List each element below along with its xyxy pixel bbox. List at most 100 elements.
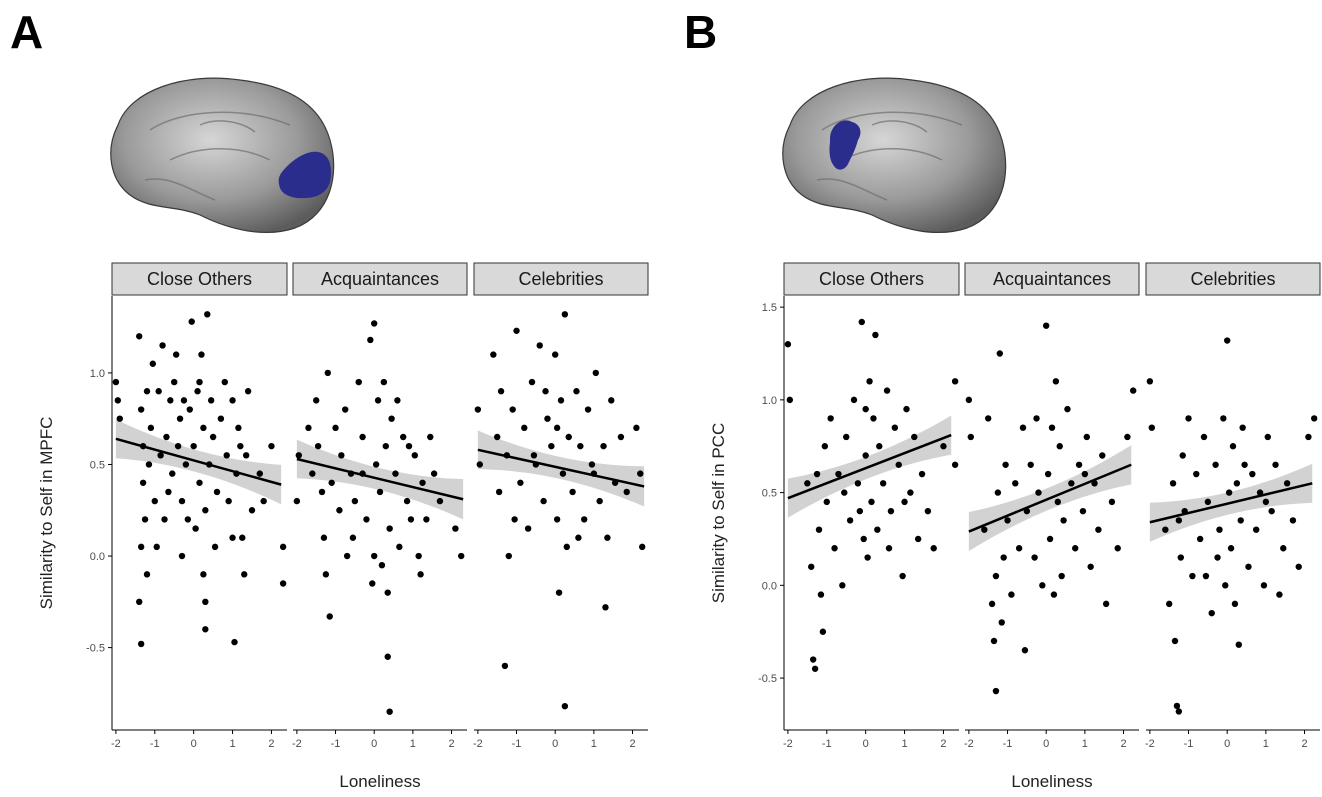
data-point	[874, 526, 881, 533]
pcc-region	[829, 120, 861, 170]
data-point	[868, 498, 875, 506]
data-point	[994, 489, 1002, 496]
data-point	[1054, 498, 1062, 506]
data-point	[940, 443, 947, 450]
data-point	[988, 600, 996, 608]
x-tick-label: 1	[591, 738, 597, 750]
data-point	[1175, 708, 1183, 715]
data-point	[178, 497, 186, 505]
data-point	[295, 452, 302, 459]
data-point	[786, 396, 794, 404]
data-point	[324, 369, 331, 377]
data-point	[1239, 424, 1246, 431]
data-point	[930, 545, 937, 552]
data-point	[1216, 526, 1223, 533]
data-point	[1231, 600, 1239, 608]
facet-strip	[964, 262, 1140, 296]
data-point	[1264, 433, 1272, 441]
data-point	[843, 433, 850, 441]
data-point	[1262, 498, 1270, 506]
data-point	[1253, 526, 1260, 533]
data-point	[1148, 424, 1156, 431]
data-point	[1311, 415, 1318, 422]
data-point	[819, 628, 827, 635]
x-axis-title: Loneliness	[339, 772, 420, 791]
data-point	[1068, 480, 1075, 487]
facet-acquaintances: Acquaintances -2 -1 0 1 2	[964, 262, 1140, 750]
data-point	[872, 331, 879, 339]
data-point	[417, 571, 424, 578]
x-tick-label: -2	[473, 738, 483, 750]
data-point	[1004, 517, 1011, 524]
facet-close-others: Close Others -2 -1 0 1 2	[783, 262, 960, 750]
data-point	[182, 461, 190, 468]
data-point	[581, 516, 588, 523]
data-point	[178, 552, 186, 560]
panel-letter-b: B	[684, 6, 717, 58]
data-point	[202, 626, 209, 633]
data-point	[573, 388, 580, 395]
data-point	[951, 378, 959, 385]
data-point	[584, 406, 592, 413]
data-point	[202, 598, 209, 606]
data-point	[332, 424, 339, 432]
x-tick-label: 0	[863, 738, 869, 750]
data-point	[951, 461, 959, 468]
data-point	[423, 516, 430, 523]
data-point	[386, 525, 393, 532]
data-point	[394, 397, 401, 404]
data-point	[145, 461, 153, 468]
data-point	[136, 598, 143, 606]
panel-b: B -0.5 0.0 0.5 1.0 1.5 Similarity to Self in …	[684, 6, 1321, 791]
data-point	[870, 415, 877, 422]
data-point	[147, 424, 155, 432]
facet-strip-label: Celebrities	[1190, 269, 1275, 289]
panel-letter-a: A	[10, 6, 43, 58]
facet-strip	[111, 262, 288, 296]
data-point	[1280, 545, 1287, 552]
regression-line	[296, 457, 464, 501]
data-point	[1173, 702, 1181, 710]
regression-line	[1149, 482, 1313, 524]
data-point	[221, 378, 228, 386]
data-point	[967, 433, 974, 441]
data-point	[1083, 433, 1091, 441]
regression-line	[115, 437, 282, 486]
data-point	[1204, 498, 1212, 506]
data-point	[561, 702, 569, 710]
y-tick-label: 1.0	[90, 368, 105, 380]
data-point	[639, 543, 646, 551]
data-point	[293, 497, 301, 505]
data-point	[396, 543, 403, 551]
data-point	[617, 433, 625, 441]
data-point	[458, 552, 465, 560]
data-point	[112, 378, 120, 386]
data-point	[540, 497, 547, 505]
y-tick-label: 0.0	[762, 580, 777, 592]
data-point	[137, 406, 145, 413]
x-tick-label: 2	[1301, 738, 1307, 750]
data-point	[328, 479, 335, 486]
data-point	[1102, 600, 1110, 608]
brain-image-mpfc	[110, 77, 335, 233]
data-point	[513, 327, 520, 334]
data-point	[862, 452, 869, 459]
data-point	[476, 461, 483, 468]
data-point	[382, 442, 389, 450]
data-point	[811, 665, 819, 672]
data-point	[161, 516, 168, 523]
data-point	[174, 442, 182, 450]
data-point	[137, 640, 145, 648]
data-point	[188, 318, 195, 325]
data-point	[248, 507, 256, 514]
x-tick-label: -2	[964, 738, 974, 750]
data-point	[211, 543, 219, 551]
data-point	[380, 378, 388, 386]
data-point	[509, 406, 516, 413]
data-point	[163, 433, 170, 441]
data-point	[996, 350, 1003, 357]
x-tick-label: -1	[1184, 738, 1194, 750]
x-tick-label: -2	[111, 738, 121, 750]
data-point	[235, 424, 242, 432]
data-point	[1175, 517, 1183, 524]
